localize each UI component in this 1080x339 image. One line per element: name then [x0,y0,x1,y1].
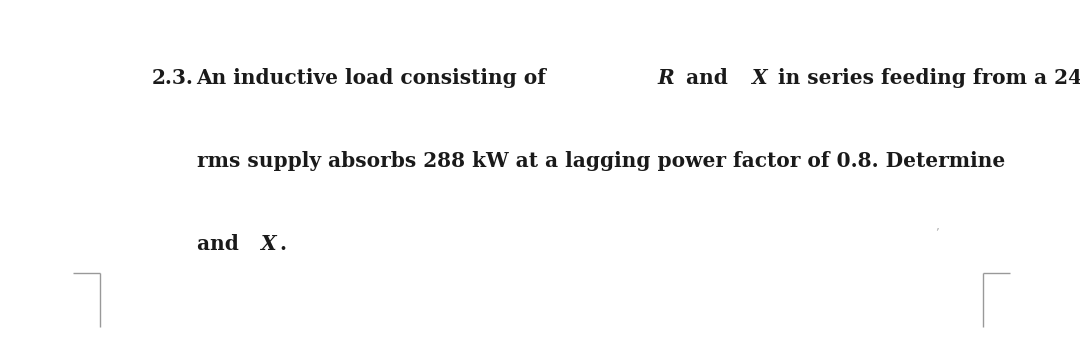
Text: and: and [197,234,245,254]
Text: and: and [678,68,734,88]
Text: R: R [657,68,674,88]
Text: .: . [280,234,287,254]
Text: ’: ’ [935,227,939,237]
Text: An inductive load consisting of: An inductive load consisting of [197,68,553,88]
Text: 2.3.: 2.3. [151,68,193,88]
Text: X: X [259,234,275,254]
Text: in series feeding from a 2400-V: in series feeding from a 2400-V [771,68,1080,88]
Text: X: X [751,68,767,88]
Text: rms supply absorbs 288 kW at a lagging power factor of 0.8. Determine: rms supply absorbs 288 kW at a lagging p… [197,151,1012,171]
